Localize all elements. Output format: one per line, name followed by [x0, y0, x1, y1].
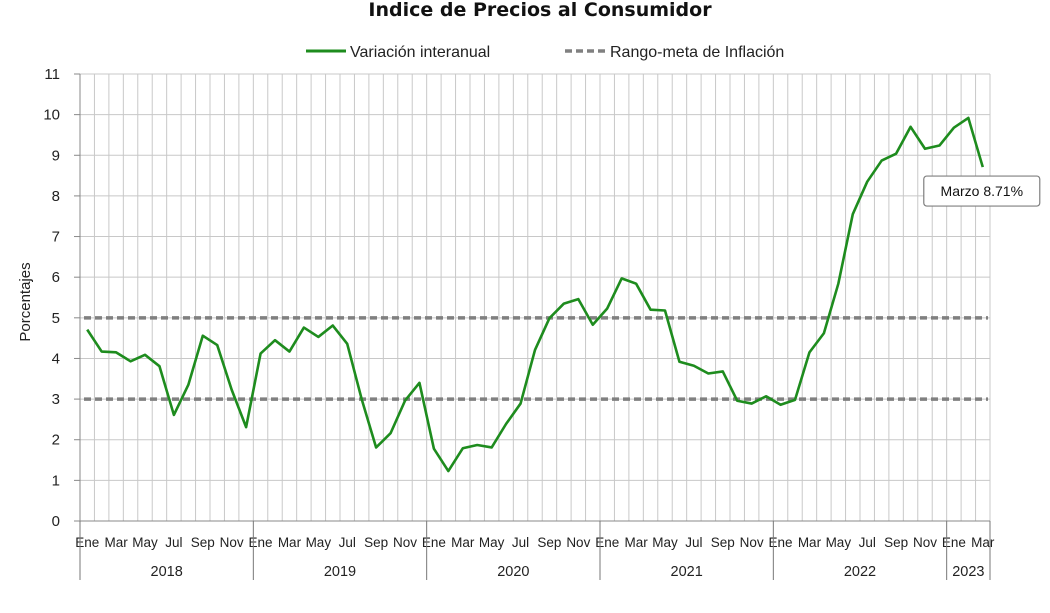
y-tick-label: 3 — [52, 391, 60, 408]
x-tick-label: Ene — [422, 535, 446, 550]
x-tick-label: Nov — [913, 535, 937, 550]
x-tick-label: Nov — [220, 535, 244, 550]
year-label: 2023 — [952, 564, 984, 580]
legend: Variación interanual Rango-meta de Infla… — [306, 44, 784, 61]
series-variacion — [86, 116, 985, 473]
x-tick-label: Mar — [278, 535, 302, 550]
y-tick-label: 9 — [52, 147, 60, 164]
x-tick-label: Ene — [75, 535, 99, 550]
x-tick-label: May — [479, 535, 505, 550]
x-tick-label: Ene — [769, 535, 793, 550]
x-tick-label: Ene — [249, 535, 273, 550]
x-tick-label: Jul — [685, 535, 702, 550]
annotation-label: Marzo 8.71% — [941, 183, 1023, 199]
annotation-box — [923, 175, 1041, 207]
x-tick-label: Sep — [364, 535, 388, 550]
x-tick-label: Nov — [740, 535, 764, 550]
year-label: 2021 — [671, 564, 703, 580]
y-tick-label: 2 — [52, 432, 60, 449]
x-tick-label: Ene — [942, 535, 966, 550]
x-tick-label: Jul — [859, 535, 876, 550]
y-tick-label: 8 — [52, 188, 60, 205]
x-tick-label: May — [826, 535, 852, 550]
x-tick-label: Jul — [512, 535, 529, 550]
x-tick-label: May — [306, 535, 332, 550]
y-tick-label: 10 — [43, 107, 60, 124]
x-tick-label: Jul — [165, 535, 182, 550]
target-range-lines — [84, 316, 988, 401]
x-tick-label: May — [132, 535, 158, 550]
x-tick-label: May — [652, 535, 678, 550]
x-tick-label: Mar — [104, 535, 128, 550]
x-tick-label: Mar — [451, 535, 475, 550]
y-tick-label: 6 — [52, 269, 60, 286]
x-tick-label: Jul — [339, 535, 356, 550]
x-tick-label: Sep — [537, 535, 561, 550]
legend-label-variacion: Variación interanual — [350, 44, 490, 61]
x-tick-label: Mar — [798, 535, 822, 550]
y-ticks: 0 1 2 3 4 5 6 7 8 9 10 11 — [43, 66, 81, 530]
year-label: 2020 — [497, 564, 529, 580]
x-tick-label: Mar — [971, 535, 995, 550]
year-label: 2019 — [324, 564, 356, 580]
chart-title: Indice de Precios al Consumidor — [368, 0, 712, 21]
year-label: 2018 — [151, 564, 183, 580]
x-tick-label: Sep — [711, 535, 735, 550]
x-tick-label: Mar — [624, 535, 648, 550]
x-axis: Ene Mar May Jul Sep Nov Ene Mar May Jul Sep Nov Ene M… — [75, 520, 995, 580]
series-line-variacion — [86, 116, 985, 473]
x-tick-label: Ene — [595, 535, 619, 550]
y-tick-label: 0 — [52, 513, 60, 530]
y-axis-label: Porcentajes — [17, 262, 34, 341]
x-tick-label: Nov — [566, 535, 590, 550]
annotation: Marzo 8.71% — [923, 175, 1041, 207]
y-tick-label: 4 — [52, 350, 60, 367]
grid — [79, 73, 991, 521]
x-tick-label: Sep — [884, 535, 908, 550]
y-tick-label: 7 — [52, 229, 60, 246]
y-tick-label: 1 — [52, 472, 60, 489]
year-label: 2022 — [844, 564, 876, 580]
legend-label-rango-meta: Rango-meta de Inflación — [610, 44, 784, 61]
y-tick-label: 5 — [52, 310, 60, 327]
y-tick-label: 11 — [44, 66, 60, 83]
x-tick-label: Sep — [191, 535, 215, 550]
x-tick-label: Nov — [393, 535, 417, 550]
